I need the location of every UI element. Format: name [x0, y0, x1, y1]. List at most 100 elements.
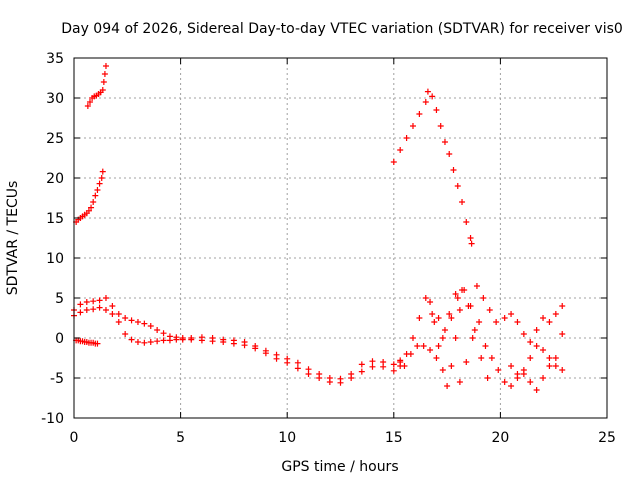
data-point: [486, 307, 493, 313]
data-point: [141, 339, 148, 346]
data-point: [427, 299, 434, 305]
x-tick-label: 5: [176, 430, 185, 446]
y-tick-label: 0: [55, 331, 64, 347]
data-point: [493, 319, 500, 325]
data-point: [122, 315, 129, 321]
x-tick-label: 0: [70, 430, 79, 446]
data-point: [533, 387, 540, 393]
data-point: [358, 368, 365, 375]
series-late-osc-b: [401, 287, 491, 381]
data-point: [422, 99, 429, 105]
data-point: [141, 320, 148, 327]
data-point: [416, 111, 423, 117]
data-point: [77, 301, 84, 308]
data-point: [154, 327, 161, 333]
data-point: [397, 359, 404, 365]
series-late-mid-right: [508, 331, 566, 377]
data-point: [546, 319, 553, 325]
data-point: [463, 219, 470, 225]
data-point: [115, 319, 122, 325]
data-point: [160, 330, 167, 337]
x-axis-label: GPS time / hours: [281, 459, 398, 475]
data-point: [527, 379, 534, 385]
data-points: [71, 63, 566, 393]
data-point: [409, 123, 416, 129]
data-point: [115, 311, 122, 317]
data-point: [441, 327, 448, 333]
plot-frame: [73, 57, 608, 419]
data-point: [508, 383, 515, 389]
data-point: [433, 355, 440, 361]
data-point: [92, 192, 99, 199]
data-point: [241, 342, 248, 349]
series-late-osc-c: [429, 283, 500, 333]
y-tick-label: 15: [46, 211, 64, 227]
data-point: [527, 355, 534, 361]
data-point: [469, 335, 476, 341]
data-point: [160, 337, 167, 344]
data-point: [527, 339, 534, 345]
data-point: [90, 306, 97, 313]
data-point: [154, 338, 161, 345]
grid: [74, 58, 607, 418]
data-point: [441, 139, 448, 145]
data-point: [482, 343, 489, 349]
data-point: [450, 167, 457, 173]
data-point: [559, 303, 566, 309]
data-point: [467, 235, 474, 241]
data-point: [552, 363, 559, 369]
x-tick-label: 20: [491, 430, 509, 446]
data-point: [101, 71, 108, 77]
data-point: [407, 351, 414, 357]
data-point: [414, 343, 421, 349]
y-axis-label: SDTVAR / TECUs: [5, 181, 21, 296]
data-point: [456, 307, 463, 313]
data-point: [552, 355, 559, 361]
data-point: [559, 331, 566, 337]
data-point: [452, 335, 459, 341]
tick-labels: 0 5 10 15 20 25 -10 -5 0 5 10 15 20 25 30 35: [41, 51, 616, 446]
data-point: [173, 336, 180, 343]
data-point: [179, 336, 186, 343]
data-point: [96, 304, 103, 311]
data-point: [147, 323, 154, 329]
data-point: [508, 311, 515, 317]
data-point: [422, 295, 429, 301]
data-point: [83, 299, 90, 305]
data-point: [514, 319, 521, 325]
data-point: [326, 379, 333, 385]
data-point: [454, 295, 461, 301]
data-point: [102, 63, 109, 69]
data-point: [348, 375, 355, 381]
data-point: [96, 297, 103, 304]
data-point: [508, 363, 515, 369]
y-tick-label: 30: [46, 91, 64, 107]
data-point: [514, 371, 521, 377]
x-tick-label: 15: [385, 430, 403, 446]
data-point: [533, 343, 540, 349]
data-point: [220, 339, 227, 345]
data-point: [540, 315, 547, 321]
data-point: [99, 87, 106, 93]
y-tick-label: -5: [50, 371, 64, 387]
data-point: [102, 307, 109, 313]
y-tick-label: 35: [46, 51, 64, 67]
data-point: [99, 168, 106, 175]
data-point: [448, 363, 455, 369]
data-point: [284, 359, 291, 366]
data-point: [533, 327, 540, 333]
data-point: [437, 123, 444, 129]
data-point: [128, 317, 135, 324]
series-arc-mid-early: [73, 168, 106, 225]
x-tick-label: 10: [278, 430, 296, 446]
data-point: [416, 315, 423, 321]
data-point: [501, 315, 508, 321]
data-point: [471, 327, 478, 333]
data-point: [559, 367, 566, 373]
data-point: [358, 361, 365, 368]
data-point: [488, 355, 495, 361]
data-point: [83, 307, 90, 313]
data-point: [424, 88, 431, 95]
data-point: [452, 291, 459, 297]
